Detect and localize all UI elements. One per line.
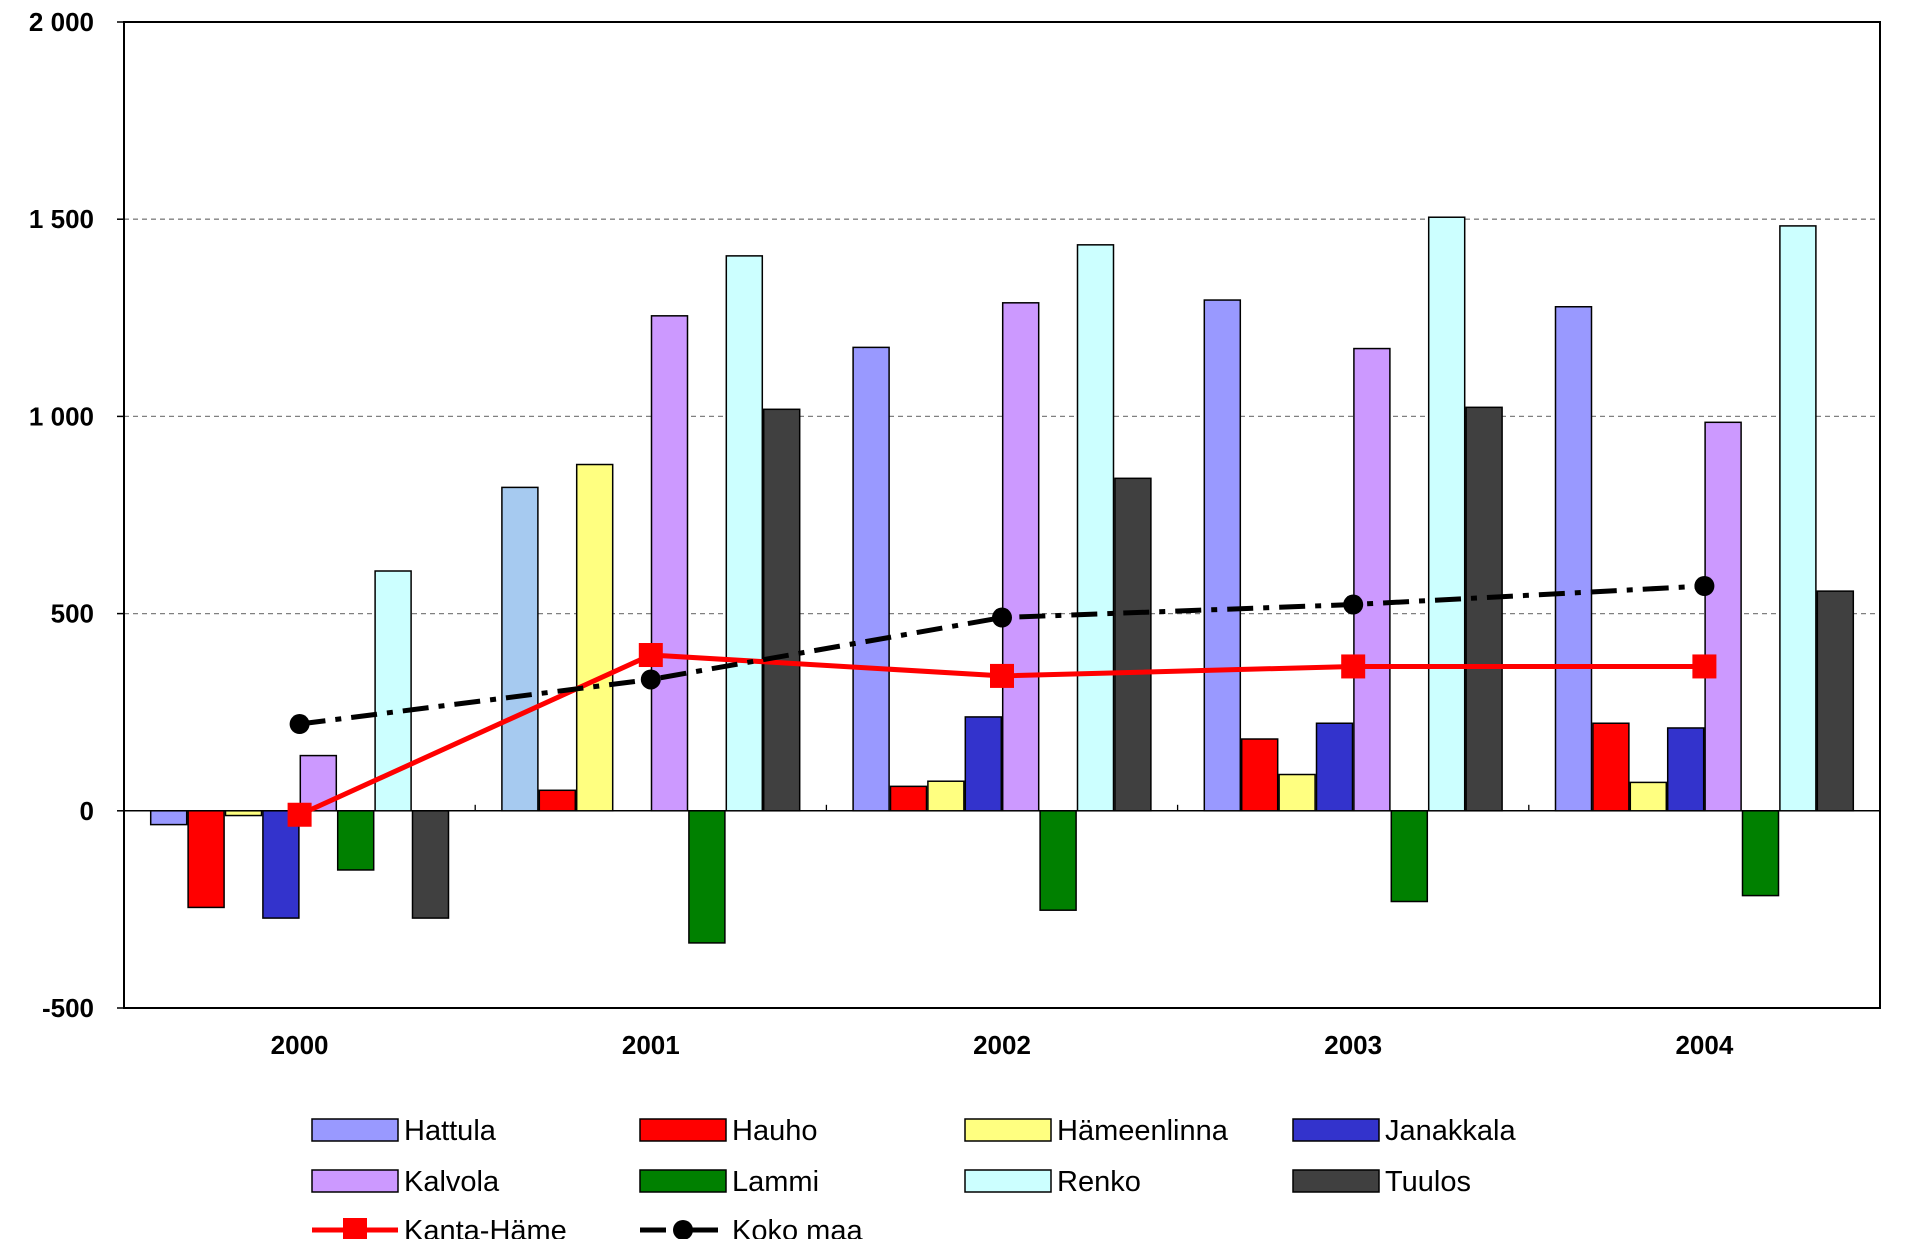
bar-hauho-2000: [187, 810, 225, 909]
bar-kalvola-2001: [650, 315, 689, 812]
point-kanta-hame-2002: [990, 663, 1014, 688]
bar-hameenlinna-2004: [1629, 781, 1668, 812]
bar-tuulos-2003: [1465, 406, 1503, 812]
legend-swatch-hauho: [639, 1118, 727, 1142]
legend-label-renko: Renko: [1057, 1166, 1141, 1198]
x-tick-label: 2004: [1675, 1030, 1733, 1060]
bar-renko-2003: [1427, 216, 1466, 812]
bar-lammi-2000: [336, 810, 375, 871]
bar-lammi-2004: [1741, 810, 1780, 897]
bar-tuulos-2000: [411, 810, 450, 919]
bar-hameenlinna-2001: [575, 463, 614, 812]
bar-janakkala-2002: [964, 716, 1003, 812]
x-tick-label: 2000: [271, 1030, 329, 1060]
legend-swatch-lammi: [639, 1169, 727, 1193]
legend-label-hameenlinna: Hämeenlinna: [1057, 1115, 1229, 1147]
y-tick-label: 0: [80, 796, 94, 826]
bar-renko-2001: [725, 255, 764, 812]
bar-renko-2000: [374, 570, 412, 812]
bar-hattula-2001: [501, 486, 539, 812]
bar-hattula-2000: [149, 810, 188, 826]
bar-hauho-2002: [889, 785, 928, 812]
bar-tuulos-2004: [1816, 590, 1855, 812]
bar-hameenlinna-2002: [927, 780, 965, 812]
bar-hauho-2001: [538, 789, 577, 812]
point-koko-maa-2004: [1694, 575, 1715, 596]
legend-label-lammi: Lammi: [732, 1166, 819, 1198]
bar-renko-2004: [1779, 225, 1817, 812]
y-tick-label: 1 500: [29, 204, 94, 234]
point-kanta-hame-2001: [638, 643, 663, 668]
legend-swatch-renko: [964, 1169, 1052, 1193]
legend-marker-koko-maa: [673, 1220, 693, 1240]
bar-janakkala-2003: [1315, 722, 1354, 812]
legend-swatch-hameenlinna: [964, 1118, 1052, 1142]
bar-renko-2002: [1076, 244, 1115, 812]
bar-hameenlinna-2003: [1278, 773, 1316, 812]
bar-tuulos-2002: [1114, 477, 1152, 812]
legend-label-koko-maa: Koko maa: [732, 1215, 863, 1239]
point-koko-maa-2001: [640, 669, 661, 690]
y-tick-label: 2 000: [29, 7, 94, 37]
legend-label-tuulos: Tuulos: [1385, 1166, 1471, 1198]
bar-janakkala-2004: [1666, 727, 1705, 812]
y-tick-label: -500: [42, 993, 94, 1023]
y-tick-label: 500: [51, 599, 94, 629]
bar-hattula-2004: [1554, 306, 1593, 812]
point-kanta-hame-2003: [1341, 654, 1366, 679]
legend-swatch-kalvola: [311, 1169, 399, 1193]
bar-hauho-2003: [1240, 738, 1279, 812]
legend-label-kanta-hame: Kanta-Häme: [404, 1215, 567, 1239]
plot-area: [123, 21, 1881, 1009]
bar-hattula-2003: [1203, 299, 1242, 812]
legend-swatch-janakkala: [1292, 1118, 1380, 1142]
bar-tuulos-2001: [762, 408, 801, 812]
legend-swatch-hattula: [311, 1118, 399, 1142]
bar-lammi-2002: [1039, 810, 1077, 911]
point-koko-maa-2003: [1343, 594, 1364, 615]
legend-marker-kanta-hame: [343, 1218, 367, 1242]
legend-label-hauho: Hauho: [732, 1115, 817, 1147]
bar-kalvola-2004: [1704, 421, 1742, 812]
point-kanta-hame-2000: [287, 802, 312, 827]
bar-kalvola-2003: [1353, 347, 1391, 812]
point-koko-maa-2000: [289, 714, 310, 735]
legend-label-kalvola: Kalvola: [404, 1166, 500, 1198]
point-koko-maa-2002: [992, 607, 1012, 628]
bar-hameenlinna-2000: [224, 810, 263, 817]
x-tick-label: 2002: [973, 1030, 1031, 1060]
bar-hauho-2004: [1592, 722, 1630, 812]
legend-label-janakkala: Janakkala: [1385, 1115, 1516, 1147]
point-kanta-hame-2004: [1692, 654, 1717, 679]
bar-lammi-2001: [688, 810, 726, 944]
legend-label-hattula: Hattula: [404, 1115, 497, 1147]
bar-janakkala-2000: [262, 810, 300, 919]
legend-swatch-tuulos: [1292, 1169, 1380, 1193]
x-tick-label: 2001: [622, 1030, 680, 1060]
y-tick-label: 1 000: [29, 401, 94, 431]
bar-hattula-2002: [852, 346, 890, 812]
bar-kalvola-2002: [1001, 302, 1040, 812]
x-tick-label: 2003: [1324, 1030, 1382, 1060]
bar-lammi-2003: [1390, 810, 1429, 903]
